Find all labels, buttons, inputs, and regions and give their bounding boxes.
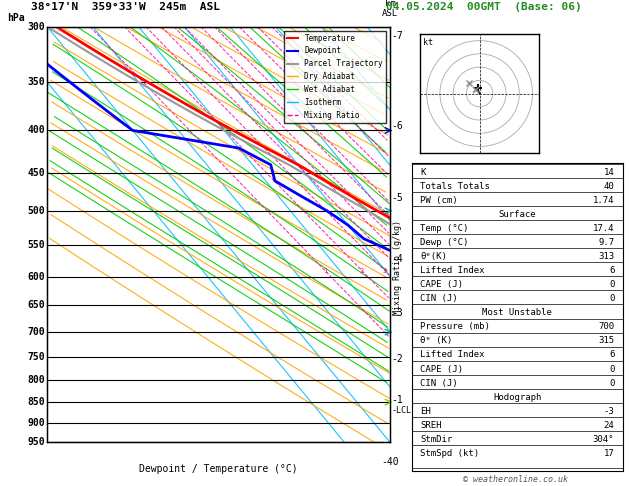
X-axis label: Dewpoint / Temperature (°C): Dewpoint / Temperature (°C)	[139, 465, 298, 474]
Text: Temp (°C): Temp (°C)	[420, 224, 469, 233]
Text: 40: 40	[604, 182, 615, 191]
Text: -5: -5	[392, 193, 403, 204]
Text: Most Unstable: Most Unstable	[482, 309, 552, 317]
Text: 17: 17	[604, 449, 615, 458]
Text: Mixing Ratio (g/kg): Mixing Ratio (g/kg)	[393, 220, 402, 315]
Legend: Temperature, Dewpoint, Parcel Trajectory, Dry Adiabat, Wet Adiabat, Isotherm, Mi: Temperature, Dewpoint, Parcel Trajectory…	[284, 31, 386, 122]
Text: 0: 0	[609, 295, 615, 303]
Text: 1.74: 1.74	[593, 196, 615, 205]
Text: 04.05.2024  00GMT  (Base: 06): 04.05.2024 00GMT (Base: 06)	[386, 2, 582, 12]
Text: 14: 14	[604, 168, 615, 177]
Text: Lifted Index: Lifted Index	[420, 266, 485, 276]
Text: 24: 24	[604, 420, 615, 430]
Text: 38°17'N  359°33'W  245m  ASL: 38°17'N 359°33'W 245m ASL	[31, 2, 220, 12]
Text: CIN (J): CIN (J)	[420, 379, 458, 387]
Text: 3: 3	[382, 268, 387, 274]
Text: 800: 800	[28, 375, 45, 385]
Text: -3: -3	[392, 308, 403, 318]
Text: StmDir: StmDir	[420, 434, 453, 444]
Text: 300: 300	[28, 22, 45, 32]
Text: 600: 600	[28, 272, 45, 281]
Text: 0: 0	[609, 280, 615, 289]
Text: EH: EH	[420, 407, 431, 416]
Text: -1: -1	[392, 396, 403, 405]
Text: 1: 1	[323, 268, 327, 274]
Text: 450: 450	[28, 168, 45, 178]
Text: Hodograph: Hodograph	[493, 393, 542, 401]
Text: CAPE (J): CAPE (J)	[420, 364, 464, 374]
Text: -3: -3	[604, 407, 615, 416]
Text: 900: 900	[28, 418, 45, 428]
Text: -2: -2	[392, 354, 403, 364]
Text: 313: 313	[598, 252, 615, 261]
Text: -6: -6	[392, 121, 403, 131]
Text: θᵉ (K): θᵉ (K)	[420, 336, 453, 346]
Text: 304°: 304°	[593, 434, 615, 444]
Text: © weatheronline.co.uk: © weatheronline.co.uk	[464, 474, 568, 484]
Text: 6: 6	[609, 266, 615, 276]
Text: CIN (J): CIN (J)	[420, 295, 458, 303]
Text: Totals Totals: Totals Totals	[420, 182, 490, 191]
Text: Lifted Index: Lifted Index	[420, 350, 485, 360]
Text: -4: -4	[392, 254, 403, 264]
Text: 350: 350	[28, 77, 45, 87]
Text: 2: 2	[360, 268, 364, 274]
Text: PW (cm): PW (cm)	[420, 196, 458, 205]
Text: -40: -40	[381, 457, 399, 467]
Text: 950: 950	[28, 437, 45, 447]
Text: 6: 6	[609, 350, 615, 360]
Text: SREH: SREH	[420, 420, 442, 430]
Text: 500: 500	[28, 206, 45, 216]
Text: kt: kt	[423, 38, 433, 47]
Text: 400: 400	[28, 125, 45, 136]
Text: StmSpd (kt): StmSpd (kt)	[420, 449, 479, 458]
Text: 700: 700	[28, 327, 45, 337]
Text: 17.4: 17.4	[593, 224, 615, 233]
Text: 9.7: 9.7	[598, 238, 615, 247]
Text: Dewp (°C): Dewp (°C)	[420, 238, 469, 247]
Text: Surface: Surface	[499, 210, 536, 219]
Text: -7: -7	[392, 31, 403, 41]
Text: K: K	[420, 168, 426, 177]
Text: 0: 0	[609, 379, 615, 387]
Text: 750: 750	[28, 352, 45, 362]
Text: -LCL: -LCL	[392, 406, 412, 415]
Text: 550: 550	[28, 240, 45, 250]
Text: 850: 850	[28, 397, 45, 407]
Text: Pressure (mb): Pressure (mb)	[420, 322, 490, 331]
Text: 700: 700	[598, 322, 615, 331]
Text: 650: 650	[28, 300, 45, 311]
Text: km
ASL: km ASL	[382, 0, 398, 18]
Text: 315: 315	[598, 336, 615, 346]
Text: hPa: hPa	[8, 13, 25, 22]
Text: θᵉ(K): θᵉ(K)	[420, 252, 447, 261]
Text: CAPE (J): CAPE (J)	[420, 280, 464, 289]
Text: 0: 0	[609, 364, 615, 374]
